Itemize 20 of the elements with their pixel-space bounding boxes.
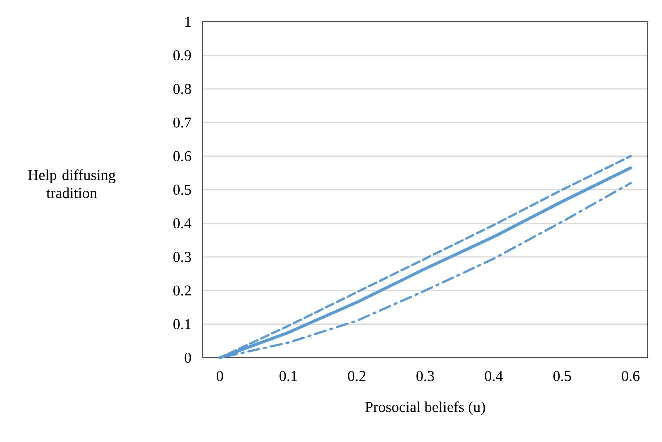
- x-tick-label: 0.2: [348, 371, 366, 382]
- y-tick-label: 0.1: [174, 319, 191, 330]
- y-tick-label: 0.9: [174, 50, 192, 61]
- y-tick-label: 0.4: [174, 218, 192, 229]
- x-tick-label: 0: [216, 371, 224, 382]
- y-axis-title: Help diffusing tradition: [28, 170, 116, 198]
- y-tick-label: 0.3: [174, 252, 192, 262]
- y-tick-label: 0.8: [174, 84, 192, 94]
- y-tick-label: 0.5: [174, 184, 192, 196]
- y-tick-label: 0: [184, 352, 192, 364]
- y-tick-label: 0.6: [174, 151, 192, 162]
- x-tick-label: 0.3: [416, 371, 434, 382]
- x-tick-label: 0.4: [485, 371, 504, 382]
- y-tick-label: 0.2: [174, 286, 191, 296]
- y-tick-label: 1: [186, 17, 191, 27]
- x-tick-label: 0.1: [280, 371, 298, 382]
- x-axis-title: Prosocial beliefs (u): [366, 402, 486, 416]
- x-tick-label: 0.6: [622, 371, 640, 382]
- y-tick-label: 0.7: [174, 118, 192, 128]
- x-tick-label: 0.5: [554, 371, 572, 382]
